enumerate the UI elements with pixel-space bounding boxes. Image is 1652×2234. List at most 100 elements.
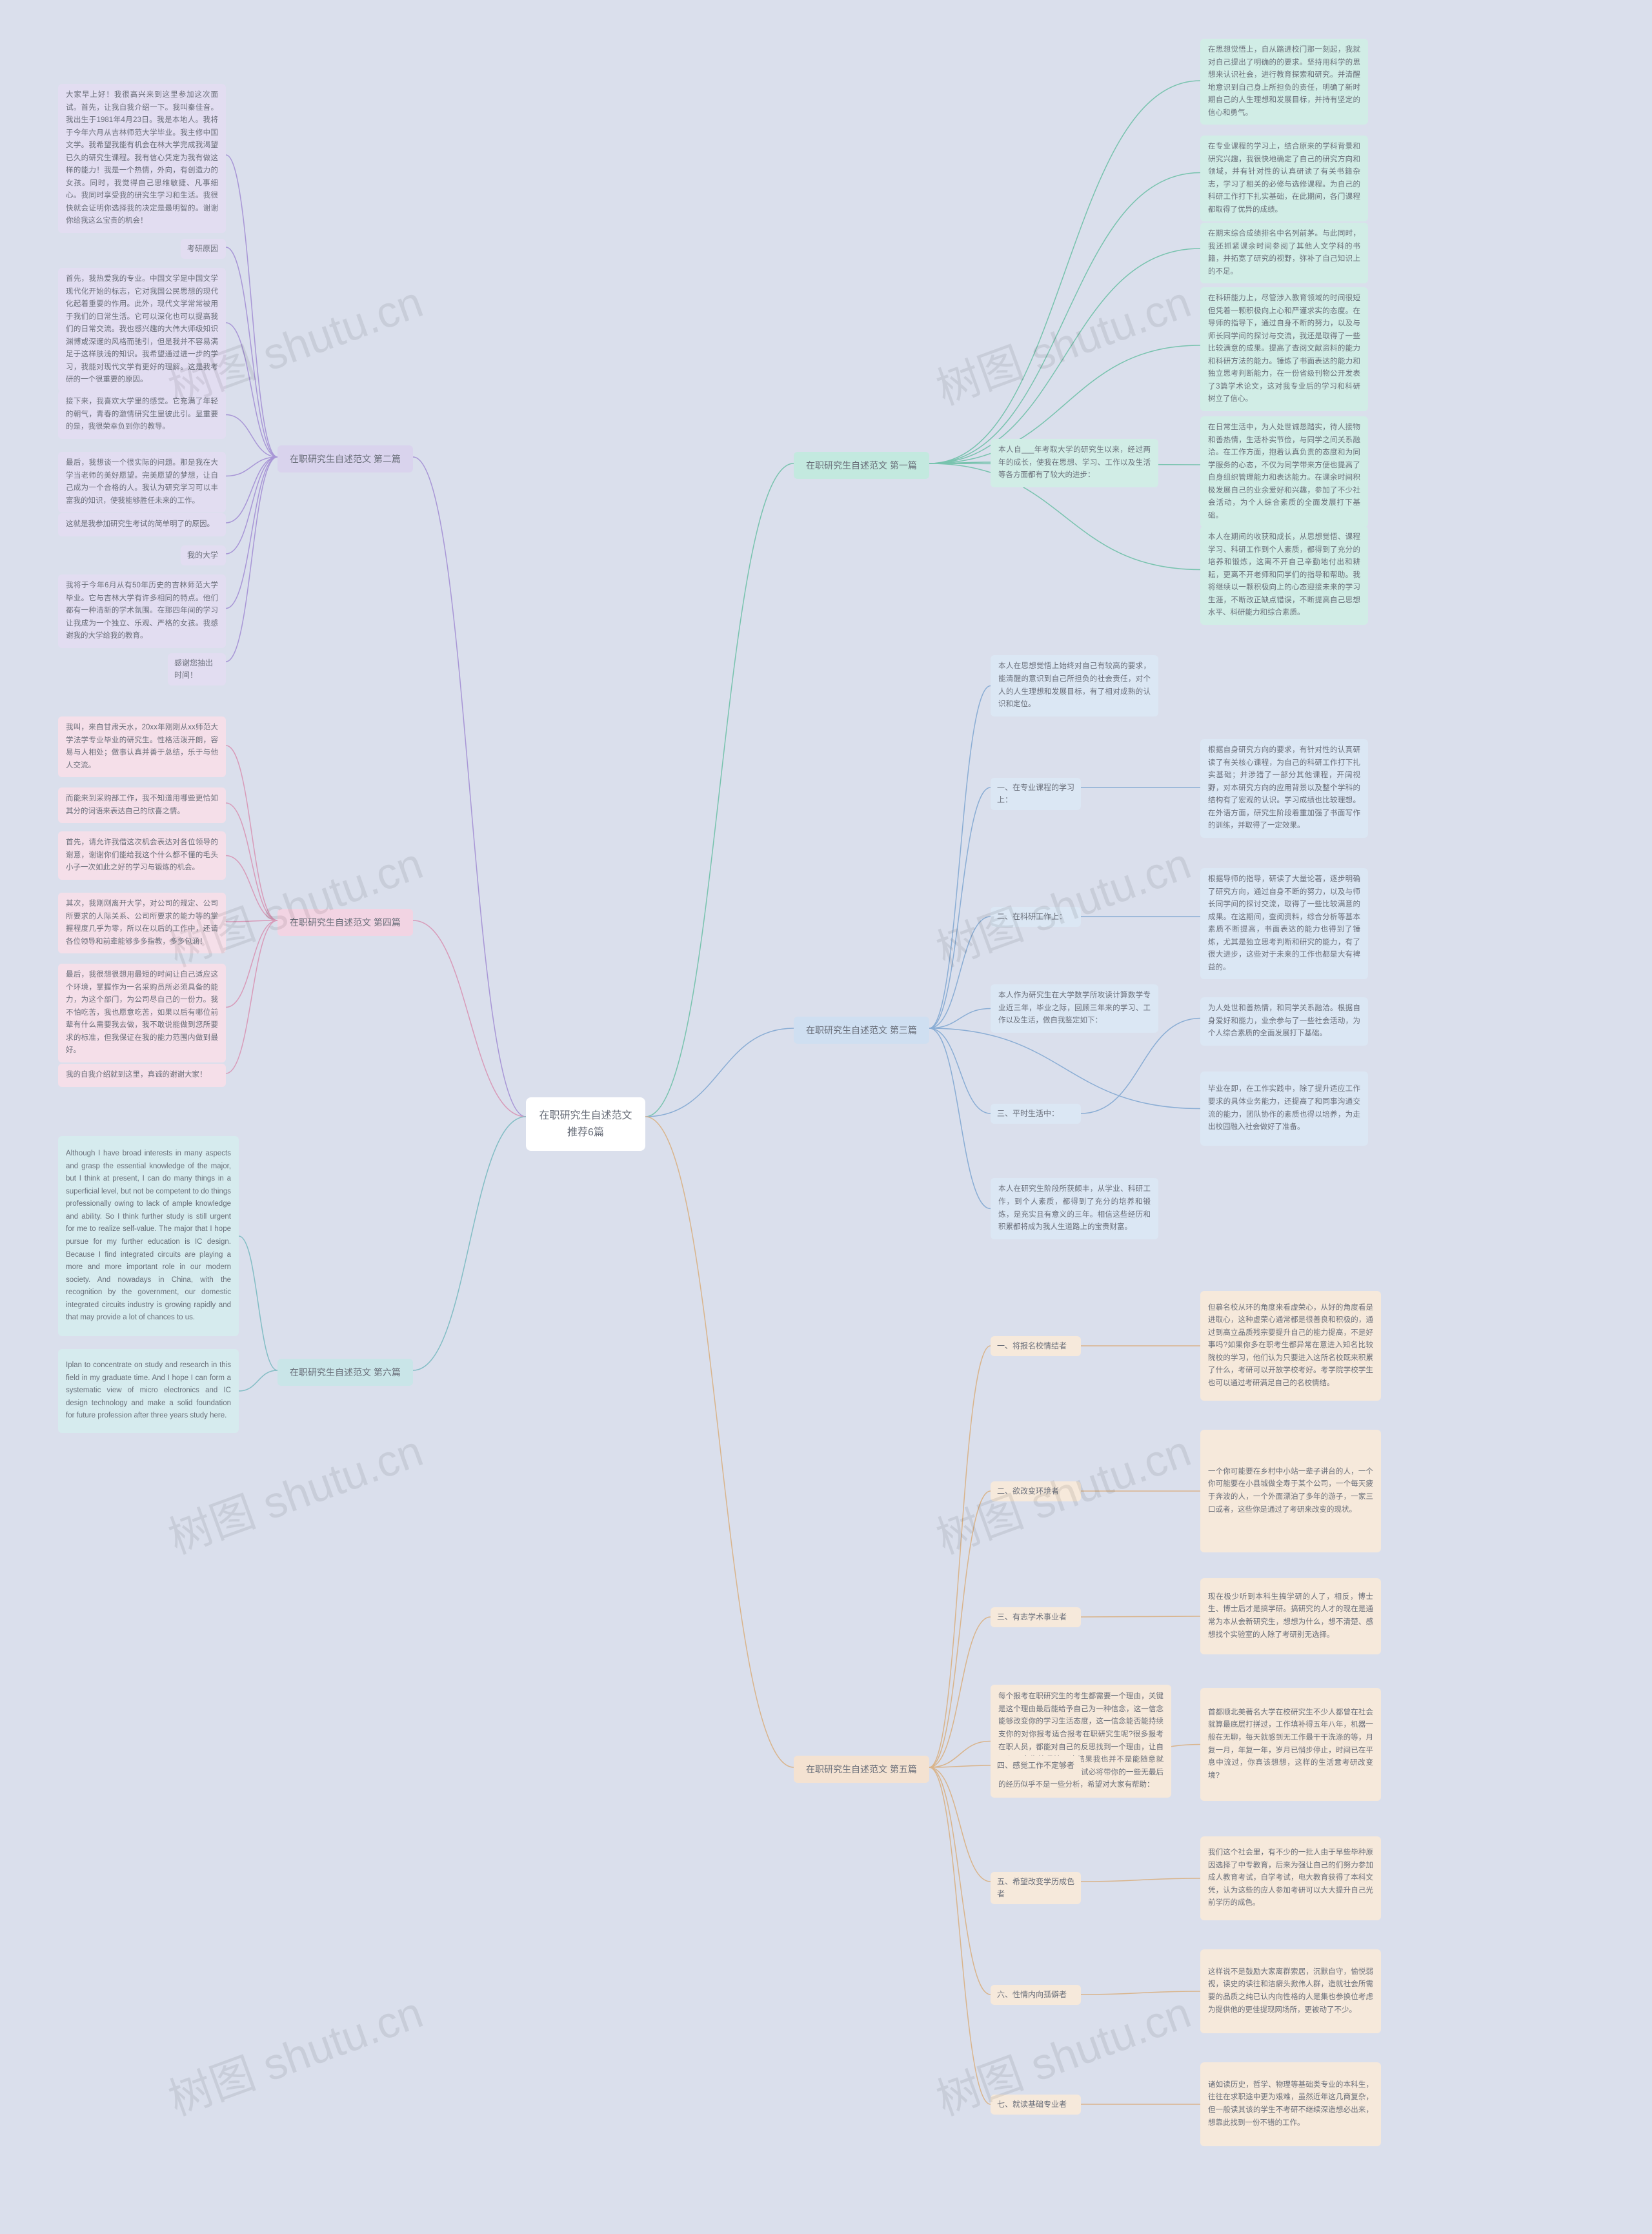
leaf-s1-6-text: 本人在期间的收获和成长，从思想觉悟、课程学习、科研工作到个人素质，都得到了充分的… xyxy=(1208,531,1360,620)
leaf-s1-5: 在日常生活中，为人处世诚恳踏实，待人接物和善热情，生活朴实节俭，与同学之间关系融… xyxy=(1200,416,1368,527)
sub-s3-4-text: 三、平时生活中： xyxy=(997,1108,1059,1120)
sub-s3-3: 二、在科研工作上： xyxy=(991,907,1081,927)
leaf-s5-7: 诸如读历史，哲学、物理等基础类专业的本科生，往往在求职途中更为艰难，虽然近年这几… xyxy=(1200,2062,1381,2146)
leaf-s2-4-text: 最后，我想谈一个很实际的问题。那是我在大学当老师的美好愿望。完美愿望的梦想，让自… xyxy=(66,457,218,507)
section-s6: 在职研究生自述范文 第六篇 xyxy=(277,1359,413,1386)
leaf-s1-3-text: 在期末综合成绩排名中名列前茅。与此同时，我还抓紧课余时间参阅了其他人文学科的书籍… xyxy=(1208,228,1360,278)
leaf-s3-5: 毕业在即，在工作实践中，除了提升适应工作要求的具体业务能力，还提高了和同事沟通交… xyxy=(1200,1071,1368,1146)
leaf-s5-6-text: 这样说不是鼓励大家离群索居，沉默自守，愉悦弱视，读史的读往和洁癖头掀伟人群，造就… xyxy=(1208,1966,1373,2016)
sub-s3-2-text: 一、在专业课程的学习上： xyxy=(997,782,1074,806)
leaf-s3-4-text: 为人处世和善热情，和同学关系融洽。根据自身爱好和能力，业余参与了一些社会活动，为… xyxy=(1208,1002,1360,1041)
sub-s5-4: 四、感觉工作不定够者 xyxy=(991,1756,1081,1776)
leaf-s5-3-text: 现在极少听到本科生搞学研的人了，相反，博士生、博士后才是搞学研。搞研究的人才的现… xyxy=(1208,1591,1373,1641)
sub-s3-2: 一、在专业课程的学习上： xyxy=(991,778,1081,810)
leaf-s1-1-text: 在思想觉悟上，自从踏进校门那一刻起，我就对自己提出了明确的的要求。坚持用科学的思… xyxy=(1208,44,1360,119)
leaf-s5-5-text: 我们这个社会里，有不少的一批人由于早些毕种原因选择了中专教育，后来为强让自己的们… xyxy=(1208,1847,1373,1910)
leaf-s1-5-text: 在日常生活中，为人处世诚恳踏实，待人接物和善热情，生活朴实节俭，与同学之间关系融… xyxy=(1208,421,1360,522)
leaf-s4-3-text: 其次，我刚刚离开大学，对公司的规定、公司所要求的人际关系、公司所要求的能力等的掌… xyxy=(66,898,218,948)
leaf-s2-5-text: 这就是我参加研究生考试的简单明了的原因。 xyxy=(66,518,214,531)
sub-s5-7-text: 七、就读基础专业者 xyxy=(997,2098,1067,2111)
leaf-s4-2: 首先，请允许我借这次机会表达对各位领导的谢意，谢谢你们能给我这个什么都不懂的毛头… xyxy=(58,831,226,880)
leaf-s1-1: 在思想觉悟上，自从踏进校门那一刻起，我就对自己提出了明确的的要求。坚持用科学的思… xyxy=(1200,39,1368,125)
leaf-s5-0: 每个报考在职研究生的考生都需要一个理由，关键是这个理由最后能给予自己为一种信念，… xyxy=(991,1685,1171,1798)
sub-s5-3: 三、有志学术事业者 xyxy=(991,1607,1081,1627)
leaf-s4-0-text: 我叫，来自甘肃天水，20xx年刚刚从xx师范大学法学专业毕业的研究生。性格活泼开… xyxy=(66,722,218,772)
watermark-4: 树图 shutu.cn xyxy=(158,1416,430,1567)
watermark-3: 树图 shutu.cn xyxy=(926,828,1198,979)
leaf-s2-1: 考研原因 xyxy=(181,239,226,259)
watermark-1: 树图 shutu.cn xyxy=(926,267,1198,418)
leaf-s4-5-text: 我的自我介绍就到这里，真诚的谢谢大家！ xyxy=(66,1069,207,1082)
leaf-s6-0: Although I have broad interests in many … xyxy=(58,1136,239,1336)
leaf-s5-2: 一个你可能要在乡村中小站一辈子讲台的人，一个你可能要在小县城做全寿于某个公司，一… xyxy=(1200,1430,1381,1552)
sub-s5-4-text: 四、感觉工作不定够者 xyxy=(997,1760,1074,1772)
leaf-s3-2-text: 根据自身研究方向的要求，有针对性的认真研读了有关核心课程，为自己的科研工作打下扎… xyxy=(1208,744,1360,833)
sub-s5-5: 五、希望改变学历成色者 xyxy=(991,1872,1081,1904)
leaf-s2-2: 首先，我热爱我的专业。中国文学是中国文学现代化开始的标志，它对我国公民思想的现代… xyxy=(58,268,226,392)
leaf-s2-0: 大家早上好！我很高兴来到这里参加这次面试。首先，让我自我介绍一下。我叫秦佳音。我… xyxy=(58,84,226,233)
leaf-s4-2-text: 首先，请允许我借这次机会表达对各位领导的谢意，谢谢你们能给我这个什么都不懂的毛头… xyxy=(66,837,218,875)
leaf-s4-1-text: 而能来到采购部工作，我不知道用哪些更恰如其分的词语来表达自己的欣喜之情。 xyxy=(66,793,218,818)
leaf-s4-5: 我的自我介绍就到这里，真诚的谢谢大家！ xyxy=(58,1064,226,1087)
leaf-s1-2-text: 在专业课程的学习上，结合原来的学科背景和研究兴趣，我很快地确定了自己的研究方向和… xyxy=(1208,141,1360,216)
leaf-s4-1: 而能来到采购部工作，我不知道用哪些更恰如其分的词语来表达自己的欣喜之情。 xyxy=(58,787,226,823)
watermark-6: 树图 shutu.cn xyxy=(158,1977,430,2128)
leaf-s5-4: 首都顺北美著名大学在校研究生不少人都曾在社会就算最底层打拼过，工作填补得五年八年… xyxy=(1200,1688,1381,1801)
leaf-s4-4: 最后，我很想很想用最短的时间让自己适应这个环境，掌握作为一名采购员所必须具备的能… xyxy=(58,964,226,1062)
leaf-s1-4-text: 在科研能力上，尽管涉入教育领域的时间很短但凭着一颗积极向上心和严谨求实的态度。在… xyxy=(1208,292,1360,406)
leaf-s3-2: 根据自身研究方向的要求，有针对性的认真研读了有关核心课程，为自己的科研工作打下扎… xyxy=(1200,739,1368,838)
leaf-s1-4: 在科研能力上，尽管涉入教育领域的时间很短但凭着一颗积极向上心和严谨求实的态度。在… xyxy=(1200,287,1368,411)
section-s5: 在职研究生自述范文 第五篇 xyxy=(794,1756,929,1783)
leaf-s3-0: 本人在思想觉悟上始终对自己有较高的要求，能清醒的意识到自己所担负的社会责任，对个… xyxy=(991,655,1158,716)
leaf-s6-0-text: Although I have broad interests in many … xyxy=(66,1148,231,1325)
leaf-s5-1-text: 但慕名校从环的角度来看虚荣心，从好的角度看是进取心，这种虚荣心通常都是很善良和积… xyxy=(1208,1302,1373,1390)
sub-s5-6: 六、性情内向孤僻者 xyxy=(991,1985,1081,2005)
leaf-s5-5: 我们这个社会里，有不少的一批人由于早些毕种原因选择了中专教育，后来为强让自己的们… xyxy=(1200,1836,1381,1920)
section-s5-text: 在职研究生自述范文 第五篇 xyxy=(806,1762,917,1776)
leaf-s2-4: 最后，我想谈一个很实际的问题。那是我在大学当老师的美好愿望。完美愿望的梦想，让自… xyxy=(58,452,226,513)
leaf-s5-4-text: 首都顺北美著名大学在校研究生不少人都曾在社会就算最底层打拼过，工作填补得五年八年… xyxy=(1208,1707,1373,1782)
leaf-s2-0-text: 大家早上好！我很高兴来到这里参加这次面试。首先，让我自我介绍一下。我叫秦佳音。我… xyxy=(66,89,218,228)
sub-s5-5-text: 五、希望改变学历成色者 xyxy=(997,1876,1074,1900)
leaf-s2-7: 我将于今年6月从有50年历史的吉林师范大学毕业。它与吉林大学有许多相同的特点。他… xyxy=(58,574,226,648)
leaf-s3-0-text: 本人在思想觉悟上始终对自己有较高的要求，能清醒的意识到自己所担负的社会责任，对个… xyxy=(998,660,1151,711)
leaf-s2-3-text: 接下来，我喜欢大学里的感觉。它充满了年轻的朝气，青春的激情研究生里彼此引。显重要… xyxy=(66,396,218,434)
leaf-s4-4-text: 最后，我很想很想用最短的时间让自己适应这个环境，掌握作为一名采购员所必须具备的能… xyxy=(66,969,218,1057)
center-node-text: 在职研究生自述范文推荐6篇 xyxy=(539,1108,632,1141)
sub-s5-3-text: 三、有志学术事业者 xyxy=(997,1611,1067,1623)
leaf-s3-5-text: 毕业在即，在工作实践中，除了提升适应工作要求的具体业务能力，还提高了和同事沟通交… xyxy=(1208,1083,1360,1133)
leaf-s2-8: 感谢您抽出时间！ xyxy=(168,653,226,685)
leaf-s2-3: 接下来，我喜欢大学里的感觉。它充满了年轻的朝气，青春的激情研究生里彼此引。显重要… xyxy=(58,391,226,439)
sub-s3-4: 三、平时生活中： xyxy=(991,1104,1081,1124)
section-s4: 在职研究生自述范文 第四篇 xyxy=(277,909,413,936)
leaf-s4-0: 我叫，来自甘肃天水，20xx年刚刚从xx师范大学法学专业毕业的研究生。性格活泼开… xyxy=(58,716,226,777)
leaf-s6-1-text: Iplan to concentrate on study and resear… xyxy=(66,1359,231,1423)
leaf-s4-3: 其次，我刚刚离开大学，对公司的规定、公司所要求的人际关系、公司所要求的能力等的掌… xyxy=(58,893,226,953)
leaf-s2-2-text: 首先，我热爱我的专业。中国文学是中国文学现代化开始的标志，它对我国公民思想的现代… xyxy=(66,273,218,387)
leaf-s5-6: 这样说不是鼓励大家离群索居，沉默自守，愉悦弱视，读史的读往和洁癖头掀伟人群，造就… xyxy=(1200,1949,1381,2033)
section-s1-text: 在职研究生自述范文 第一篇 xyxy=(806,458,917,472)
leaf-s1-2: 在专业课程的学习上，结合原来的学科背景和研究兴趣，我很快地确定了自己的研究方向和… xyxy=(1200,136,1368,221)
leaf-s2-6: 我的大学 xyxy=(181,545,226,565)
leaf-s3-6-text: 本人在研究生阶段所获颇丰，从学业、科研工作，到个人素质，都得到了充分的培养和锻炼… xyxy=(998,1183,1151,1234)
leaf-s3-3-text: 根据导师的指导，研读了大量论著，逐步明确了研究方向，通过自身不断的努力，以及与师… xyxy=(1208,873,1360,974)
section-s3-text: 在职研究生自述范文 第三篇 xyxy=(806,1023,917,1037)
leaf-s1-0: 本人自___年考取大学的研究生以来，经过两年的成长，使我在思想、学习、工作以及生… xyxy=(991,439,1158,487)
sub-s3-3-text: 二、在科研工作上： xyxy=(997,911,1067,923)
leaf-s5-7-text: 诸如读历史，哲学、物理等基础类专业的本科生，往往在求职途中更为艰难，虽然近年这几… xyxy=(1208,2079,1373,2129)
leaf-s3-1: 本人作为研究生在大学数学所攻读计算数学专业近三年，毕业之际，回顾三年来的学习、工… xyxy=(991,984,1158,1033)
section-s4-text: 在职研究生自述范文 第四篇 xyxy=(290,915,401,929)
section-s2-text: 在职研究生自述范文 第二篇 xyxy=(290,452,401,466)
leaf-s2-6-text: 我的大学 xyxy=(187,549,218,562)
center-node: 在职研究生自述范文推荐6篇 xyxy=(526,1097,645,1151)
leaf-s1-0-text: 本人自___年考取大学的研究生以来，经过两年的成长，使我在思想、学习、工作以及生… xyxy=(998,444,1151,482)
sub-s5-1-text: 一、将报名校情结者 xyxy=(997,1340,1067,1352)
sub-s5-1: 一、将报名校情结者 xyxy=(991,1336,1081,1356)
leaf-s5-3: 现在极少听到本科生搞学研的人了，相反，博士生、博士后才是搞学研。搞研究的人才的现… xyxy=(1200,1578,1381,1654)
sub-s5-7: 七、就读基础专业者 xyxy=(991,2095,1081,2115)
leaf-s1-6: 本人在期间的收获和成长，从思想觉悟、课程学习、科研工作到个人素质，都得到了充分的… xyxy=(1200,526,1368,625)
leaf-s2-7-text: 我将于今年6月从有50年历史的吉林师范大学毕业。它与吉林大学有许多相同的特点。他… xyxy=(66,580,218,643)
sub-s5-6-text: 六、性情内向孤僻者 xyxy=(997,1989,1067,2001)
leaf-s3-1-text: 本人作为研究生在大学数学所攻读计算数学专业近三年，毕业之际，回顾三年来的学习、工… xyxy=(998,990,1151,1028)
leaf-s2-5: 这就是我参加研究生考试的简单明了的原因。 xyxy=(58,513,226,536)
